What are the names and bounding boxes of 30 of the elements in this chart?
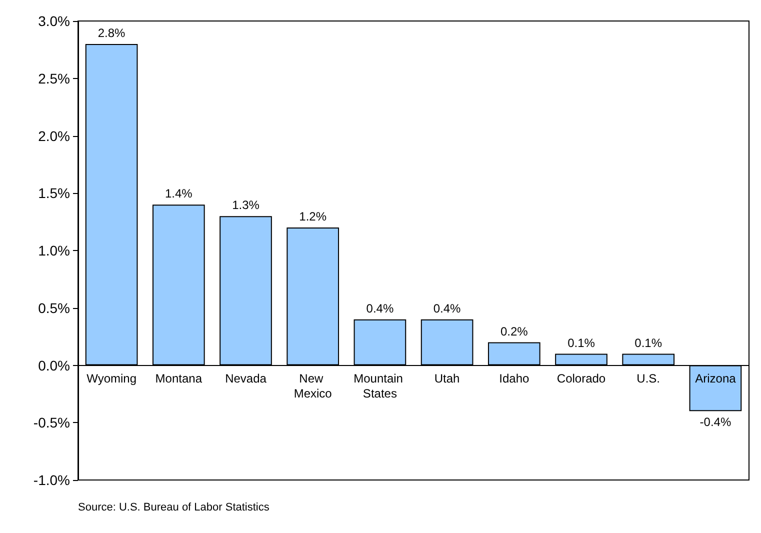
data-label: 0.1% (568, 336, 596, 350)
y-tick-label: 0.5% (38, 300, 70, 316)
data-label: 0.4% (433, 301, 462, 316)
x-tick-label: Nevada (225, 372, 267, 386)
x-tick-label: Wyoming (86, 372, 137, 386)
x-tick-label: New Mexico (294, 372, 332, 400)
y-tick-label: 3.0% (38, 13, 70, 29)
x-tick-label: Mountain States (354, 372, 406, 400)
y-tick-label: 2.0% (38, 128, 70, 144)
data-label: 1.4% (164, 186, 193, 201)
data-label: -0.4% (700, 415, 732, 430)
x-tick-label: Utah (434, 372, 460, 386)
x-tick-label: U.S. (636, 372, 660, 386)
y-tick-label: 1.5% (38, 185, 70, 202)
data-label: 0.2% (500, 324, 528, 338)
y-tick-label: -0.5% (33, 414, 70, 431)
source-note: Source: U.S. Bureau of Labor Statistics (78, 502, 270, 514)
data-label: 1.3% (232, 198, 260, 212)
data-label: 0.4% (366, 301, 394, 316)
x-tick-label: Montana (155, 372, 202, 386)
data-label: 0.1% (634, 336, 662, 350)
data-label: 2.8% (98, 26, 126, 40)
x-tick-label: Arizona (695, 372, 736, 386)
y-tick-label: 0.0% (38, 357, 70, 374)
data-label: 1.2% (299, 210, 327, 224)
y-tick-label: 1.0% (38, 242, 70, 258)
y-tick-label: -1.0% (33, 472, 70, 488)
y-tick-label: 2.5% (38, 70, 70, 86)
x-tick-label: Colorado (556, 372, 606, 386)
x-tick-label: Idaho (499, 372, 530, 386)
